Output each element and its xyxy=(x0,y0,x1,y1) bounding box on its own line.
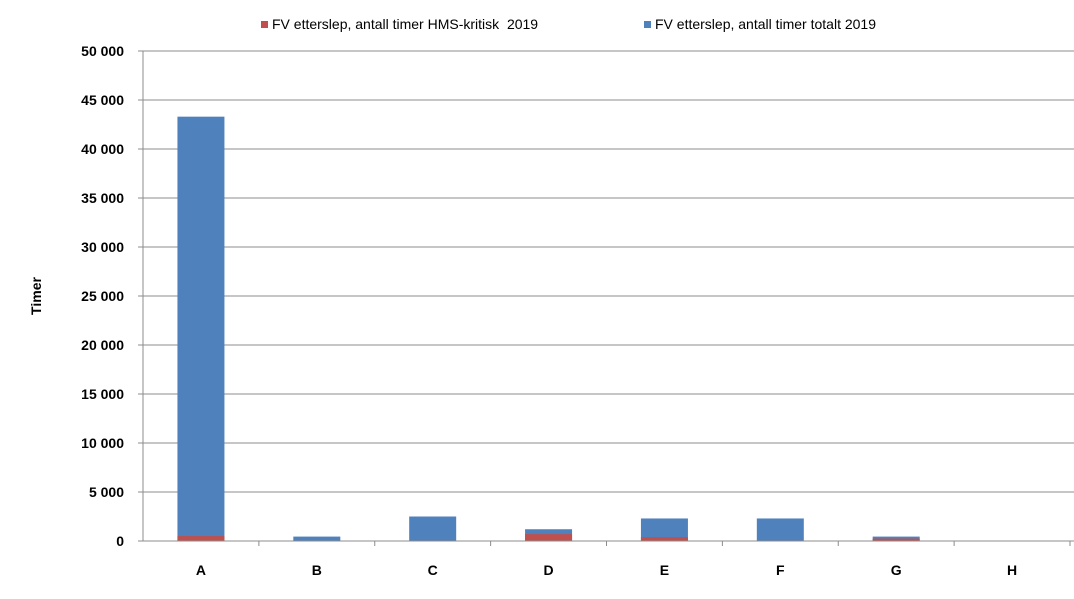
legend: FV etterslep, antall timer HMS-kritisk 2… xyxy=(261,16,876,32)
x-tick-label: F xyxy=(776,562,785,578)
y-tick-label: 45 000 xyxy=(81,92,124,108)
x-tick-label: G xyxy=(891,562,902,578)
y-axis-ticks: 0 5 000 10 000 15 000 20 000 25 000 30 000 35 0… xyxy=(81,43,143,549)
y-tick-label: 25 000 xyxy=(81,288,124,304)
y-axis-label: Timer xyxy=(28,277,44,315)
bar-hms-kritisk-E xyxy=(640,537,688,541)
y-tick-label: 40 000 xyxy=(81,141,124,157)
legend-swatch-totalt xyxy=(644,21,651,28)
bars-group xyxy=(177,116,920,541)
y-tick-label: 5 000 xyxy=(89,484,124,500)
y-tick-label: 10 000 xyxy=(81,435,124,451)
x-tick-label: B xyxy=(312,562,322,578)
y-tick-label: 0 xyxy=(116,533,124,549)
bar-totalt-E xyxy=(640,518,688,541)
y-tick-label: 30 000 xyxy=(81,239,124,255)
bar-totalt-C xyxy=(409,516,457,541)
y-tick-label: 35 000 xyxy=(81,190,124,206)
legend-swatch-hms-kritisk xyxy=(261,21,268,28)
x-tick-label: D xyxy=(544,562,554,578)
legend-label-hms-kritisk: FV etterslep, antall timer HMS-kritisk 2… xyxy=(272,16,538,32)
bar-totalt-B xyxy=(293,536,341,541)
y-tick-label: 15 000 xyxy=(81,386,124,402)
x-tick-label: A xyxy=(196,562,206,578)
y-tick-label: 50 000 xyxy=(81,43,124,59)
x-tick-label: C xyxy=(428,562,438,578)
gridlines xyxy=(143,50,1074,493)
x-tick-label: H xyxy=(1007,562,1017,578)
legend-label-totalt: FV etterslep, antall timer totalt 2019 xyxy=(655,16,876,32)
bar-totalt-F xyxy=(756,518,804,541)
bar-totalt-A xyxy=(177,116,225,541)
x-tick-label: E xyxy=(660,562,669,578)
x-axis-ticks: A B C D E F G H xyxy=(196,541,1071,578)
bar-hms-kritisk-D xyxy=(525,534,573,541)
bar-hms-kritisk-A xyxy=(177,536,225,541)
y-tick-label: 20 000 xyxy=(81,337,124,353)
bar-hms-kritisk-G xyxy=(872,538,920,541)
